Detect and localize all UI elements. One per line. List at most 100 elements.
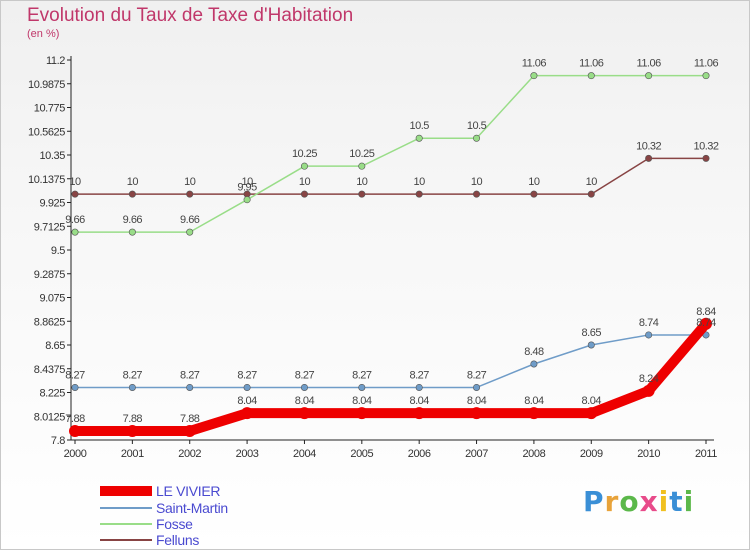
data-point bbox=[473, 383, 481, 391]
x-tick-label: 2009 bbox=[580, 448, 603, 460]
legend-label: Saint-Martin bbox=[156, 500, 228, 516]
y-tick-label: 9.2875 bbox=[34, 269, 66, 281]
y-tick-label: 8.65 bbox=[45, 340, 65, 352]
data-label: 8.27 bbox=[467, 369, 487, 381]
data-point bbox=[530, 360, 538, 368]
x-tick-label: 2008 bbox=[522, 448, 545, 460]
data-point bbox=[415, 134, 423, 142]
data-label: 8.48 bbox=[524, 346, 544, 358]
data-point bbox=[527, 407, 540, 420]
data-point bbox=[645, 154, 653, 162]
logo-letter: o bbox=[619, 485, 640, 518]
data-label: 8.74 bbox=[639, 317, 659, 329]
data-point bbox=[300, 190, 308, 198]
y-tick-label: 11.2 bbox=[46, 55, 65, 67]
series-line-0 bbox=[70, 318, 711, 437]
logo-letter: i bbox=[683, 485, 695, 518]
data-point bbox=[645, 331, 653, 339]
data-point bbox=[415, 190, 423, 198]
y-tick-label: 9.7125 bbox=[34, 221, 66, 233]
data-point bbox=[298, 407, 311, 420]
data-label: 10 bbox=[299, 176, 311, 188]
legend-label: Fosse bbox=[156, 516, 193, 532]
data-label: 10.25 bbox=[292, 148, 317, 160]
y-tick-label: 10.35 bbox=[39, 150, 65, 162]
x-tick-label: 2006 bbox=[408, 448, 431, 460]
legend-swatch bbox=[100, 507, 152, 509]
logo-letter: i bbox=[658, 485, 670, 518]
data-label: 10 bbox=[127, 176, 139, 188]
x-tick-label: 2001 bbox=[121, 448, 144, 460]
y-tick-label: 10.1375 bbox=[28, 174, 65, 186]
data-label: 8.27 bbox=[180, 369, 200, 381]
legend-label: LE VIVIER bbox=[156, 483, 221, 499]
data-point bbox=[587, 190, 595, 198]
data-label: 10 bbox=[241, 176, 253, 188]
legend-label: Felluns bbox=[156, 532, 200, 548]
data-point bbox=[71, 383, 79, 391]
data-point bbox=[183, 425, 196, 438]
series-line-3 bbox=[74, 157, 707, 195]
data-label: 8.24 bbox=[639, 373, 659, 385]
data-label: 8.27 bbox=[123, 369, 143, 381]
data-label: 8.04 bbox=[467, 395, 487, 407]
legend-item: LE VIVIER bbox=[100, 483, 221, 499]
data-label: 8.27 bbox=[352, 369, 372, 381]
data-label: 8.27 bbox=[295, 369, 315, 381]
data-label: 10 bbox=[356, 176, 368, 188]
data-point bbox=[587, 72, 595, 80]
data-label: 11.06 bbox=[579, 58, 604, 70]
logo-letter: t bbox=[669, 485, 684, 518]
y-tick-label: 10.775 bbox=[34, 103, 66, 115]
data-point bbox=[702, 154, 710, 162]
logo-letter: P bbox=[583, 485, 605, 518]
data-label: 9.66 bbox=[123, 214, 143, 226]
data-label: 10.32 bbox=[693, 140, 718, 152]
data-point bbox=[128, 228, 136, 236]
data-point bbox=[642, 384, 655, 397]
data-point bbox=[186, 190, 194, 198]
data-point bbox=[585, 407, 598, 420]
data-label: 7.88 bbox=[180, 413, 200, 425]
data-point bbox=[470, 407, 483, 420]
data-point bbox=[473, 190, 481, 198]
x-tick-label: 2003 bbox=[236, 448, 259, 460]
logo-letter: r bbox=[604, 485, 620, 518]
data-label: 8.27 bbox=[409, 369, 429, 381]
data-point bbox=[358, 383, 366, 391]
data-label: 10.5 bbox=[409, 120, 429, 132]
x-tick-label: 2002 bbox=[178, 448, 201, 460]
data-label: 8.27 bbox=[65, 369, 85, 381]
data-label: 10.25 bbox=[349, 148, 374, 160]
y-tick-label: 9.925 bbox=[39, 198, 65, 210]
data-point bbox=[587, 341, 595, 349]
data-point bbox=[71, 228, 79, 236]
data-label: 8.04 bbox=[409, 395, 429, 407]
data-label: 10 bbox=[69, 176, 81, 188]
data-point bbox=[128, 383, 136, 391]
data-label: 8.74 bbox=[696, 317, 716, 329]
y-tick-label: 10.5625 bbox=[28, 126, 65, 138]
data-label: 10.5 bbox=[467, 120, 487, 132]
data-label: 8.04 bbox=[352, 395, 372, 407]
data-point bbox=[243, 383, 251, 391]
data-label: 10.32 bbox=[636, 140, 661, 152]
x-tick-label: 2007 bbox=[465, 448, 488, 460]
data-point bbox=[186, 228, 194, 236]
data-point bbox=[358, 162, 366, 170]
data-point bbox=[413, 407, 426, 420]
data-label: 11.06 bbox=[522, 58, 547, 70]
y-tick-label: 9.075 bbox=[39, 293, 65, 305]
series-line-2 bbox=[74, 74, 707, 233]
data-point bbox=[645, 72, 653, 80]
y-tick-label: 8.4375 bbox=[34, 364, 66, 376]
data-label: 8.04 bbox=[295, 395, 315, 407]
data-label: 8.04 bbox=[524, 395, 544, 407]
data-point bbox=[473, 134, 481, 142]
data-point bbox=[358, 190, 366, 198]
data-label: 8.04 bbox=[582, 395, 602, 407]
data-point bbox=[530, 72, 538, 80]
legend-swatch bbox=[100, 486, 152, 496]
data-label: 7.88 bbox=[123, 413, 143, 425]
